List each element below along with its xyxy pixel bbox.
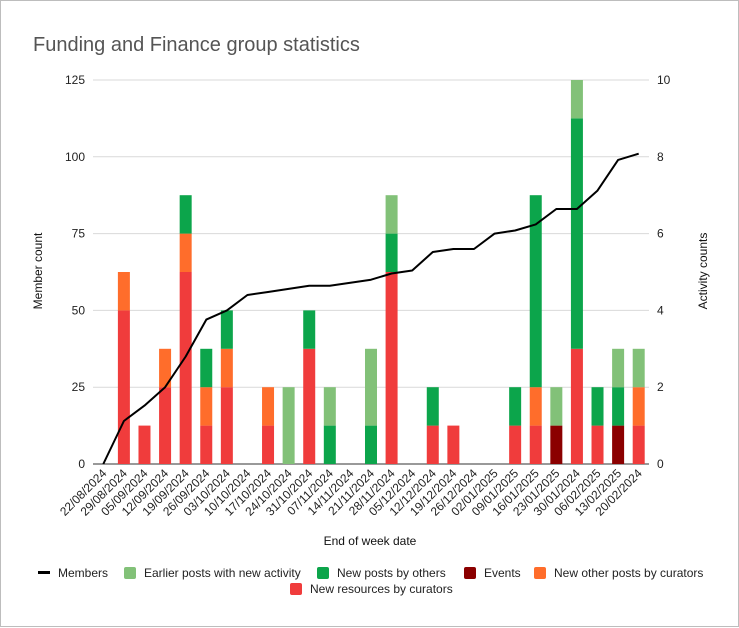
bar-segment — [612, 387, 625, 426]
legend-swatch — [464, 567, 476, 579]
y-tick-right: 4 — [657, 303, 664, 317]
x-axis-ticks: 22/08/202429/08/202405/09/202412/09/2024… — [57, 466, 645, 519]
right-axis-ticks: 0 2 4 6 8 10 — [657, 73, 671, 471]
legend-swatch — [124, 567, 136, 579]
bar-segment — [138, 425, 151, 464]
bar-segment — [426, 425, 439, 464]
bar-segment — [550, 425, 563, 464]
bar-segment — [159, 348, 172, 388]
bar-segment — [159, 387, 172, 464]
legend-swatch-members — [38, 571, 50, 574]
bar-segment — [550, 387, 563, 426]
bar-segment — [179, 233, 192, 272]
bar-segment — [632, 425, 645, 464]
bar-segment — [385, 195, 398, 234]
bar-segment — [262, 425, 275, 464]
bar-segment — [385, 233, 398, 272]
y-tick-left: 75 — [72, 227, 86, 241]
bar-segment — [509, 425, 522, 464]
y-tick-right: 6 — [657, 227, 664, 241]
bar-segment — [529, 387, 542, 426]
bar-segment — [365, 348, 377, 426]
bar-segment — [632, 387, 645, 426]
bar-segment — [179, 195, 192, 234]
y-tick-right: 8 — [657, 150, 664, 164]
legend-swatch — [534, 567, 546, 579]
bar-segment — [509, 387, 522, 426]
bar-segment — [179, 272, 192, 464]
y-axis-left-title: Member count — [31, 232, 45, 309]
y-axis-right-title: Activity counts — [696, 233, 710, 310]
bar-segment — [117, 310, 130, 464]
bar-segment — [220, 387, 233, 464]
bar-segment — [200, 387, 213, 426]
legend-label: New posts by others — [337, 566, 446, 580]
left-axis-ticks: 0 25 50 75 100 125 — [65, 73, 85, 471]
members-line — [102, 152, 639, 465]
bars — [117, 80, 645, 464]
bar-segment — [447, 425, 460, 464]
bar-segment — [323, 425, 336, 464]
bar-segment — [529, 195, 542, 388]
bar-segment — [612, 348, 625, 388]
chart-title: Funding and Finance group statistics — [33, 34, 360, 56]
bar-segment — [570, 118, 583, 349]
legend-label: Events — [484, 566, 521, 580]
y-tick-right: 10 — [657, 73, 671, 87]
bar-segment — [220, 310, 233, 349]
bar-segment — [612, 425, 625, 464]
bar-segment — [529, 425, 542, 464]
legend-label: New other posts by curators — [554, 566, 703, 580]
bar-segment — [385, 272, 398, 464]
bar-segment — [200, 348, 213, 388]
legend-swatch — [317, 567, 329, 579]
y-tick-left: 0 — [78, 457, 85, 471]
bar-segment — [426, 387, 439, 426]
members-line-layer — [102, 152, 639, 465]
bar-segment — [570, 80, 583, 119]
x-axis-title: End of week date — [324, 534, 417, 548]
y-tick-left: 100 — [65, 150, 85, 164]
legend-label: Members — [58, 566, 108, 580]
bar-segment — [262, 387, 275, 426]
bar-segment — [591, 425, 604, 464]
bar-segment — [282, 387, 295, 464]
legend-label: New resources by curators — [310, 582, 453, 596]
bar-segment — [200, 425, 213, 464]
y-tick-left: 50 — [72, 303, 86, 317]
y-tick-left: 25 — [72, 380, 86, 394]
bar-segment — [570, 348, 583, 464]
bar-segment — [365, 425, 377, 464]
bar-segment — [117, 272, 130, 311]
bar-segment — [591, 387, 604, 426]
legend-swatch — [290, 583, 302, 595]
bar-segment — [632, 348, 645, 388]
y-tick-left: 125 — [65, 73, 85, 87]
bar-segment — [303, 310, 316, 349]
legend: Members Earlier posts with new activity Ne… — [38, 566, 703, 596]
legend-label: Earlier posts with new activity — [144, 566, 301, 580]
bar-segment — [323, 387, 336, 426]
y-tick-right: 2 — [657, 380, 664, 394]
bar-segment — [220, 348, 233, 388]
bar-segment — [303, 348, 316, 464]
y-tick-right: 0 — [657, 457, 664, 471]
